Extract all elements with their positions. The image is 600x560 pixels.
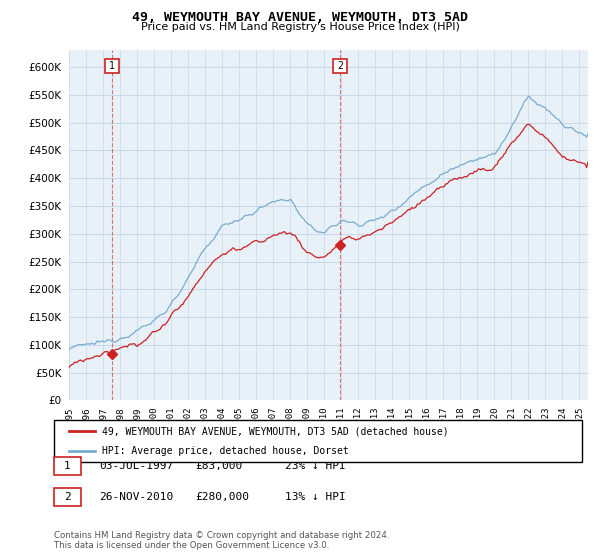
Text: 26-NOV-2010: 26-NOV-2010: [99, 492, 173, 502]
Text: 2: 2: [337, 61, 343, 71]
Text: 2: 2: [64, 492, 71, 502]
Text: 49, WEYMOUTH BAY AVENUE, WEYMOUTH, DT3 5AD: 49, WEYMOUTH BAY AVENUE, WEYMOUTH, DT3 5…: [132, 11, 468, 24]
Text: £280,000: £280,000: [195, 492, 249, 502]
Text: 1: 1: [109, 61, 115, 71]
Text: 1: 1: [64, 461, 71, 471]
Text: £83,000: £83,000: [195, 461, 242, 471]
Text: 23% ↓ HPI: 23% ↓ HPI: [285, 461, 346, 471]
Text: Contains HM Land Registry data © Crown copyright and database right 2024.
This d: Contains HM Land Registry data © Crown c…: [54, 530, 389, 550]
Text: 03-JUL-1997: 03-JUL-1997: [99, 461, 173, 471]
Text: 13% ↓ HPI: 13% ↓ HPI: [285, 492, 346, 502]
Text: HPI: Average price, detached house, Dorset: HPI: Average price, detached house, Dors…: [102, 446, 349, 456]
Text: 49, WEYMOUTH BAY AVENUE, WEYMOUTH, DT3 5AD (detached house): 49, WEYMOUTH BAY AVENUE, WEYMOUTH, DT3 5…: [102, 426, 449, 436]
Text: Price paid vs. HM Land Registry's House Price Index (HPI): Price paid vs. HM Land Registry's House …: [140, 22, 460, 32]
